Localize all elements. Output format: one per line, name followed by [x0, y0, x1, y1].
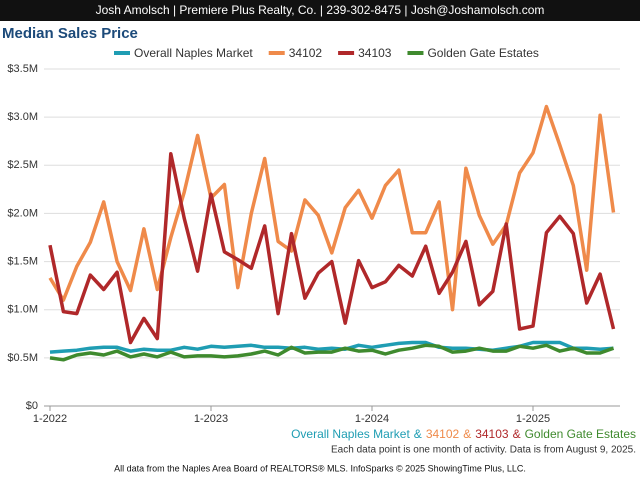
- footer-legend: Overall Naples Market & 34102 & 34103 & Golden…: [291, 427, 636, 441]
- footer-separator: &: [513, 427, 521, 441]
- legend-label: Golden Gate Estates: [427, 46, 538, 60]
- note: Each data point is one month of activity…: [331, 445, 636, 456]
- footer-separator: &: [463, 427, 471, 441]
- legend-label: 34102: [289, 46, 323, 60]
- y-tick-label: $1.0M: [7, 304, 38, 316]
- legend-item: 34103: [338, 46, 392, 60]
- source: All data from the Naples Area Board of R…: [114, 463, 526, 473]
- y-tick-label: $2.5M: [7, 159, 38, 171]
- x-tick-label: 1-2023: [194, 413, 228, 425]
- y-tick-label: $0: [26, 400, 38, 412]
- y-tick-label: $1.5M: [7, 255, 38, 267]
- legend-label: Overall Naples Market: [134, 46, 253, 60]
- legend-item: Overall Naples Market: [114, 46, 253, 60]
- x-tick-label: 1-2024: [355, 413, 389, 425]
- series-line: [48, 104, 616, 312]
- footer-series-name: 34102: [426, 427, 460, 441]
- y-tick-label: $3.5M: [7, 63, 38, 75]
- footer-series-name: 34103: [475, 427, 509, 441]
- footer-series-name: Overall Naples Market: [291, 427, 410, 441]
- footer-series-name: Golden Gate Estates: [525, 427, 636, 441]
- footer-separator: &: [414, 427, 422, 441]
- y-tick-label: $3.0M: [7, 111, 38, 123]
- legend-item: Golden Gate Estates: [407, 46, 539, 60]
- y-tick-label: $0.5M: [7, 352, 38, 364]
- x-tick-label: 1-2025: [516, 413, 550, 425]
- legend-label: 34103: [358, 46, 392, 60]
- header-bar: [0, 0, 640, 21]
- series-line: [49, 343, 615, 362]
- header-text: Josh Amolsch | Premiere Plus Realty, Co.…: [96, 3, 545, 17]
- y-tick-label: $2.0M: [7, 207, 38, 219]
- series-line: [48, 151, 616, 345]
- legend-item: 34102: [268, 46, 323, 60]
- chart-title: Median Sales Price: [2, 25, 138, 42]
- x-tick-label: 1-2022: [33, 413, 67, 425]
